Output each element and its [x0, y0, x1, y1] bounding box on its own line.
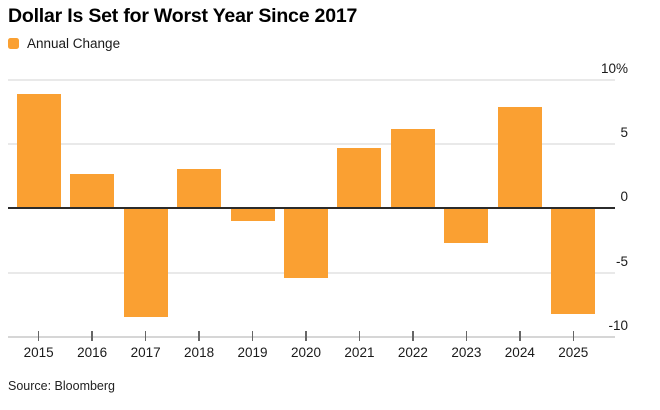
bar-2024: [497, 106, 542, 209]
x-axis-tick-2016: [91, 331, 93, 341]
grid-line-5: [8, 143, 615, 146]
x-axis-tick-2023: [465, 331, 468, 341]
y-tick-label-10%: 10%: [600, 61, 628, 76]
x-axis-tick-2021: [358, 331, 361, 341]
x-axis-tick-2018: [198, 331, 200, 341]
x-tick-label-2020: 2020: [290, 345, 322, 360]
bar-2025: [551, 208, 596, 314]
bar-2023: [444, 208, 489, 243]
grid-line-10: [8, 79, 615, 81]
x-tick-label-2025: 2025: [558, 345, 589, 360]
x-axis-tick-2025: [572, 331, 575, 341]
y-tick-label-0: 0: [620, 189, 628, 205]
bar-2019: [230, 208, 275, 222]
bar-2022: [390, 128, 435, 209]
legend-swatch-icon: [8, 38, 19, 49]
legend-label: Annual Change: [27, 36, 121, 51]
x-tick-label-2016: 2016: [77, 345, 108, 360]
bar-2020: [284, 208, 328, 278]
x-axis-tick-2017: [144, 331, 147, 341]
x-tick-label-2017: 2017: [130, 345, 161, 360]
x-tick-label-2018: 2018: [184, 345, 215, 360]
zero-baseline: [8, 207, 615, 210]
bar-2016: [70, 173, 115, 209]
chart-title: Dollar Is Set for Worst Year Since 2017: [8, 5, 358, 27]
y-tick-label--5: -5: [615, 253, 628, 269]
x-axis-tick-2019: [251, 331, 254, 341]
bar-2021: [337, 148, 382, 209]
source-note: Source: Bloomberg: [8, 379, 116, 393]
x-axis-tick-2020: [305, 331, 307, 341]
x-tick-label-2015: 2015: [23, 345, 54, 360]
x-axis-tick-2015: [37, 331, 40, 341]
x-tick-label-2021: 2021: [344, 345, 375, 360]
bar-2018: [177, 168, 222, 209]
legend: Annual Change: [8, 36, 120, 51]
x-tick-label-2024: 2024: [504, 345, 535, 360]
x-tick-label-2022: 2022: [397, 345, 428, 360]
bar-2017: [123, 208, 168, 318]
grid-line--10: [8, 335, 615, 338]
x-tick-label-2023: 2023: [451, 345, 482, 360]
x-tick-label-2019: 2019: [237, 345, 268, 360]
x-axis-tick-2024: [519, 331, 521, 341]
y-tick-label--10: -10: [608, 317, 628, 333]
bar-2015: [16, 94, 61, 209]
x-axis-tick-2022: [412, 331, 414, 341]
y-tick-label-5: 5: [620, 125, 628, 141]
